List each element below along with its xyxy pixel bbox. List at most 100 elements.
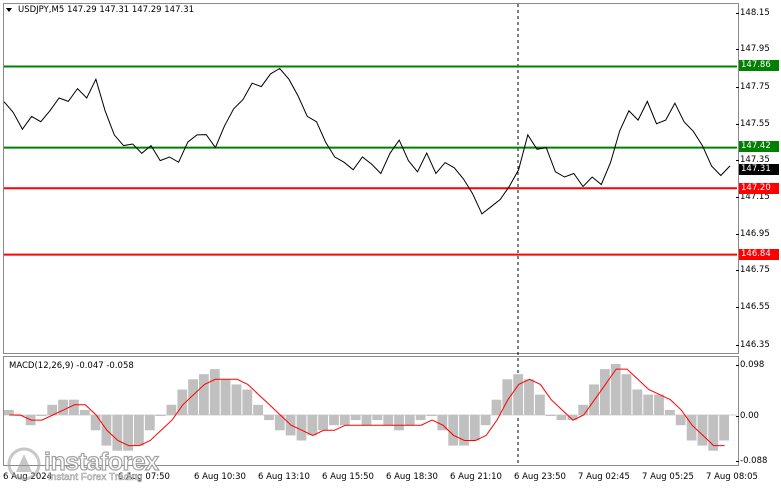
macd-histogram-bar xyxy=(188,379,198,415)
macd-histogram-bar xyxy=(4,409,14,415)
macd-histogram-bar xyxy=(437,415,448,431)
current-price-tag: 147.31 xyxy=(739,164,779,175)
macd-histogram-bar xyxy=(383,415,394,426)
macd-histogram-bar xyxy=(426,415,437,416)
macd-histogram-bar xyxy=(502,379,513,415)
time-axis-label: 6 Aug 07:50 xyxy=(118,472,170,482)
price-tick: 147.35 xyxy=(736,155,770,165)
watermark-brand: instaforex xyxy=(43,447,159,476)
macd-histogram-bar xyxy=(339,415,350,426)
macd-histogram-bar xyxy=(448,415,459,446)
macd-histogram-bar xyxy=(253,404,263,415)
resistance-level-tag: 147.42 xyxy=(739,141,779,152)
macd-histogram-bar xyxy=(220,379,231,415)
macd-histogram-bar xyxy=(697,415,708,446)
time-axis-label: 7 Aug 02:45 xyxy=(578,472,630,482)
macd-histogram-bar xyxy=(231,384,242,415)
macd-histogram-bar xyxy=(155,415,166,416)
macd-info-label: MACD(12,26,9) -0.047 -0.058 xyxy=(9,361,134,371)
watermark-slogan: Instant Forex Trading xyxy=(48,472,143,484)
time-axis-label: 6 Aug 23:50 xyxy=(514,472,566,482)
macd-histogram-bar xyxy=(469,415,480,441)
macd-histogram-bar xyxy=(264,415,274,421)
price-tick: 147.55 xyxy=(736,119,770,129)
macd-histogram-bar xyxy=(675,415,686,426)
macd-histogram-bar xyxy=(90,415,101,431)
macd-histogram-bar xyxy=(318,415,328,431)
time-axis-label: 6 Aug 18:30 xyxy=(386,472,438,482)
macd-histogram-bar xyxy=(686,415,697,441)
macd-histogram-bar xyxy=(209,369,220,415)
macd-histogram-bar xyxy=(491,399,502,415)
symbol-info-label: USDJPY,M5 147.29 147.31 147.29 147.31 xyxy=(18,5,195,15)
time-axis-label: 6 Aug 2024 xyxy=(3,472,53,482)
macd-histogram-bar xyxy=(404,415,415,426)
macd-histogram-bar xyxy=(69,399,79,415)
macd-histogram-bar xyxy=(134,415,144,446)
support-level-tag: 146.84 xyxy=(739,249,779,260)
macd-histogram-bar xyxy=(79,409,90,415)
price-tick: 146.75 xyxy=(736,265,770,275)
macd-histogram-bar xyxy=(719,415,729,441)
macd-histogram-bar xyxy=(296,415,307,441)
price-tick: 147.95 xyxy=(736,44,770,54)
macd-histogram-bar xyxy=(199,374,209,415)
price-chart-pane[interactable] xyxy=(3,3,739,354)
macd-histogram-bar xyxy=(123,415,133,451)
macd-histogram-bar xyxy=(415,415,426,421)
macd-histogram-bar xyxy=(242,389,253,415)
time-axis-label: 6 Aug 13:10 xyxy=(258,472,310,482)
macd-histogram-bar xyxy=(567,415,578,421)
macd-histogram-bar xyxy=(480,415,491,426)
price-tick: 147.15 xyxy=(736,192,770,202)
macd-histogram-bar xyxy=(665,409,675,415)
macd-histogram-bar xyxy=(58,399,68,415)
price-tick: 148.15 xyxy=(736,8,770,18)
support-level-tag: 147.20 xyxy=(739,183,779,194)
time-axis-label: 6 Aug 21:10 xyxy=(450,472,502,482)
price-tick: 146.35 xyxy=(736,340,770,350)
macd-histogram-bar xyxy=(708,415,719,451)
macd-tick: -0.088 xyxy=(735,456,768,466)
instaforex-logo-icon xyxy=(7,447,41,481)
macd-histogram-bar xyxy=(372,415,383,421)
time-axis-label: 6 Aug 10:30 xyxy=(194,472,246,482)
time-axis-label: 6 Aug 15:50 xyxy=(322,472,374,482)
macd-histogram-bar xyxy=(643,394,654,415)
macd-histogram-bar xyxy=(394,415,404,431)
macd-histogram-bar xyxy=(47,404,58,415)
macd-histogram-bar xyxy=(556,415,567,421)
macd-histogram-bar xyxy=(654,394,664,415)
macd-histogram-bar xyxy=(144,415,155,431)
time-axis-label: 7 Aug 05:25 xyxy=(642,472,694,482)
macd-histogram-bar xyxy=(610,364,621,415)
macd-histogram-bar xyxy=(535,394,545,415)
resistance-level-tag: 147.86 xyxy=(739,60,779,71)
macd-histogram-bar xyxy=(361,415,372,426)
macd-histogram-bar xyxy=(112,415,123,451)
price-series-line xyxy=(3,67,731,215)
macd-histogram-bar xyxy=(350,415,361,421)
macd-histogram-bar xyxy=(524,379,534,415)
macd-histogram-bar xyxy=(307,415,318,436)
macd-histogram-bar xyxy=(36,415,47,416)
time-axis-label: 7 Aug 08:05 xyxy=(706,472,758,482)
symbol-dropdown-icon[interactable] xyxy=(6,8,12,12)
macd-histogram-bar xyxy=(329,415,339,426)
macd-histogram-bar xyxy=(177,389,188,415)
macd-histogram-bar xyxy=(632,389,643,415)
price-tick: 146.95 xyxy=(736,229,770,239)
price-tick: 146.55 xyxy=(736,302,770,312)
macd-histogram-bar xyxy=(166,404,177,415)
macd-histogram-bar xyxy=(621,374,632,415)
macd-tick: 0.098 xyxy=(735,360,765,370)
macd-histogram-bar xyxy=(274,415,285,431)
macd-histogram-bar xyxy=(578,404,589,415)
macd-histogram-bar xyxy=(459,415,469,446)
macd-tick: 0.00 xyxy=(736,411,759,421)
macd-histogram-bar xyxy=(545,415,556,416)
price-tick: 147.75 xyxy=(736,82,770,92)
macd-histogram-bar xyxy=(513,374,524,415)
